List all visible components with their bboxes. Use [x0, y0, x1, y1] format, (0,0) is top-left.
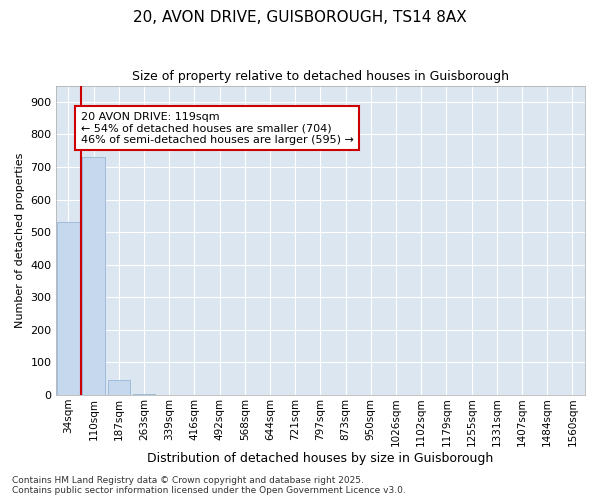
Y-axis label: Number of detached properties: Number of detached properties [15, 152, 25, 328]
Text: 20 AVON DRIVE: 119sqm
← 54% of detached houses are smaller (704)
46% of semi-det: 20 AVON DRIVE: 119sqm ← 54% of detached … [81, 112, 354, 145]
Title: Size of property relative to detached houses in Guisborough: Size of property relative to detached ho… [132, 70, 509, 83]
Bar [133, 394, 155, 395]
X-axis label: Distribution of detached houses by size in Guisborough: Distribution of detached houses by size … [147, 452, 494, 465]
Bar [82, 157, 105, 395]
Bar [57, 222, 80, 395]
Text: Contains HM Land Registry data © Crown copyright and database right 2025.
Contai: Contains HM Land Registry data © Crown c… [12, 476, 406, 495]
Bar [107, 380, 130, 395]
Text: 20, AVON DRIVE, GUISBOROUGH, TS14 8AX: 20, AVON DRIVE, GUISBOROUGH, TS14 8AX [133, 10, 467, 25]
